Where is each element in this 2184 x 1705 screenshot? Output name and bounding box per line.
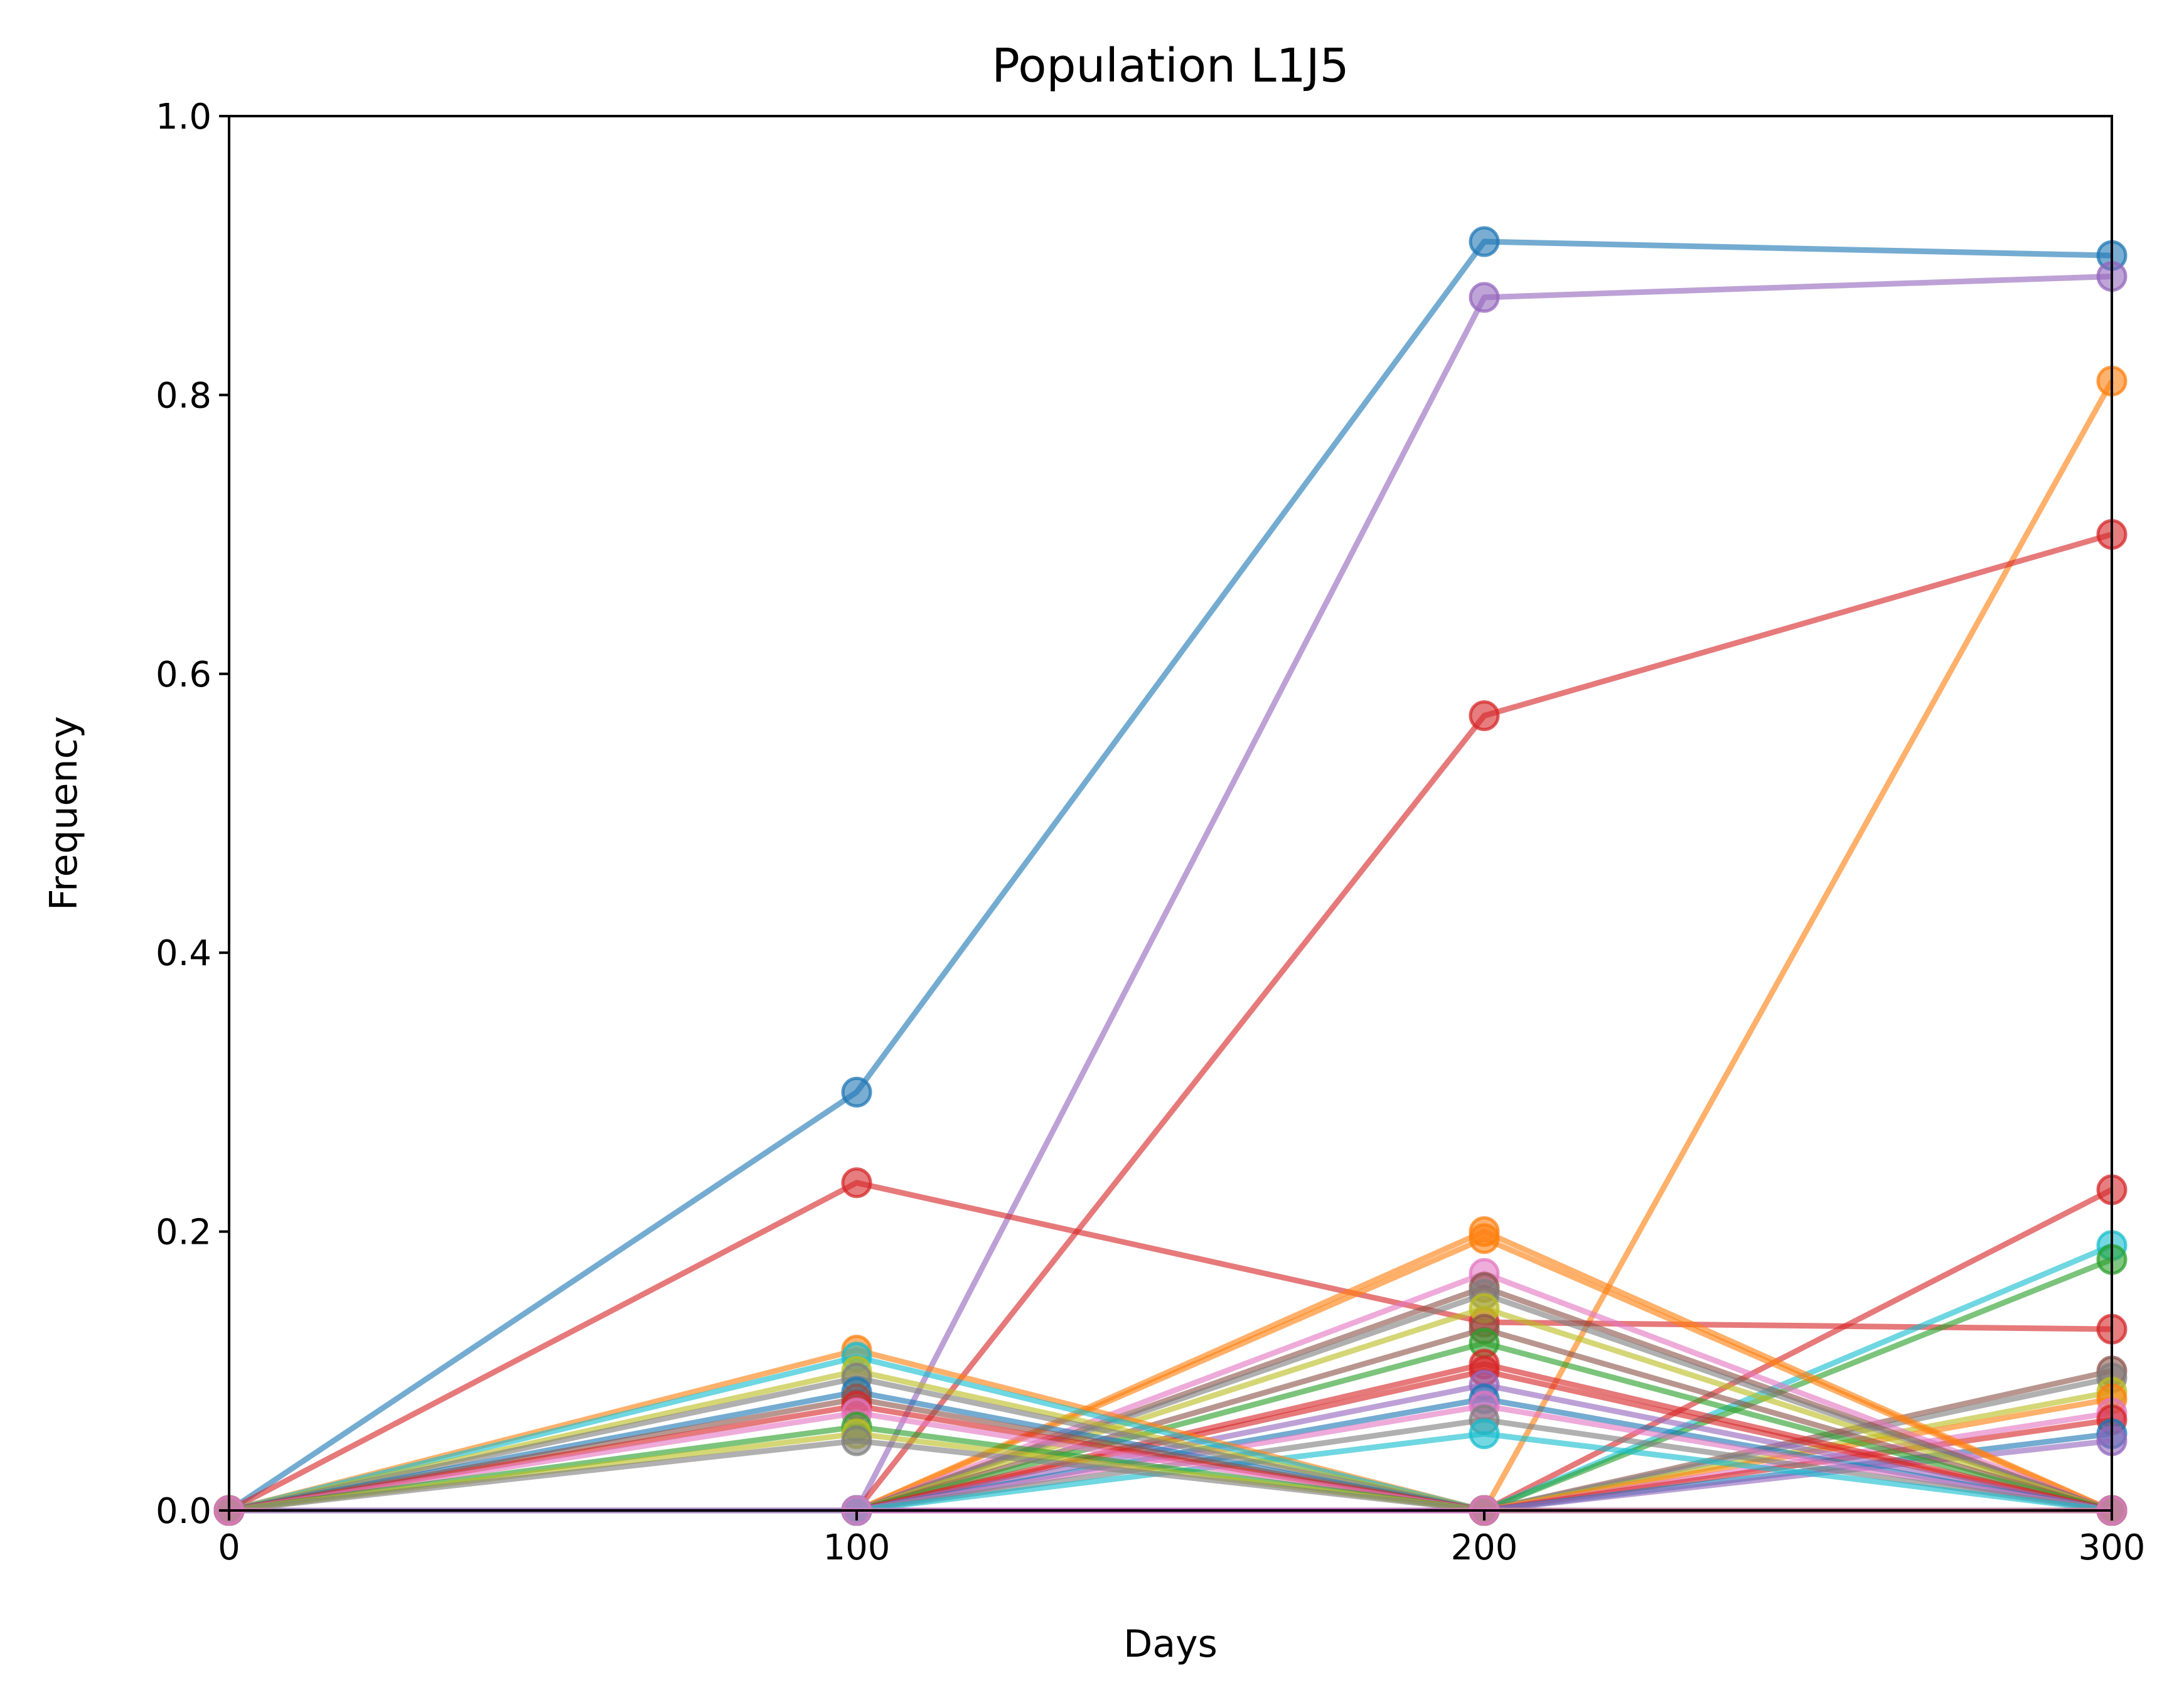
series-line (227, 1180, 2112, 1513)
chart-title: Population L1J5 (992, 39, 1349, 93)
x-tick-label: 200 (1451, 1527, 1518, 1568)
x-axis-title: Days (1123, 1622, 1218, 1666)
y-tick-label: 1.0 (156, 97, 211, 137)
y-axis: 0.0 0.2 0.4 0.6 0.8 1.0 (156, 97, 229, 1532)
data-point (1469, 1223, 1500, 1254)
x-tick-label: 100 (823, 1527, 891, 1568)
x-axis: 0 100 200 300 (218, 1510, 2145, 1568)
axes-frame (228, 115, 2113, 1512)
data-point (1469, 282, 1500, 313)
x-tick-label: 300 (2079, 1527, 2146, 1568)
y-tick-label: 0.4 (156, 933, 211, 974)
data-point (1469, 700, 1500, 731)
y-tick-label: 0.6 (156, 655, 211, 695)
x-tick-label: 0 (218, 1527, 240, 1568)
y-axis-title: Frequency (42, 716, 86, 911)
y-tick-label: 0.8 (156, 375, 211, 416)
data-point (1469, 1418, 1500, 1450)
data-point (1469, 226, 1500, 257)
y-tick-label: 0.2 (156, 1212, 211, 1253)
data-point (841, 1167, 872, 1199)
data-point (841, 1425, 872, 1456)
y-tick-label: 0.0 (156, 1491, 211, 1532)
series-line (227, 238, 2112, 1513)
data-point (841, 1076, 872, 1108)
